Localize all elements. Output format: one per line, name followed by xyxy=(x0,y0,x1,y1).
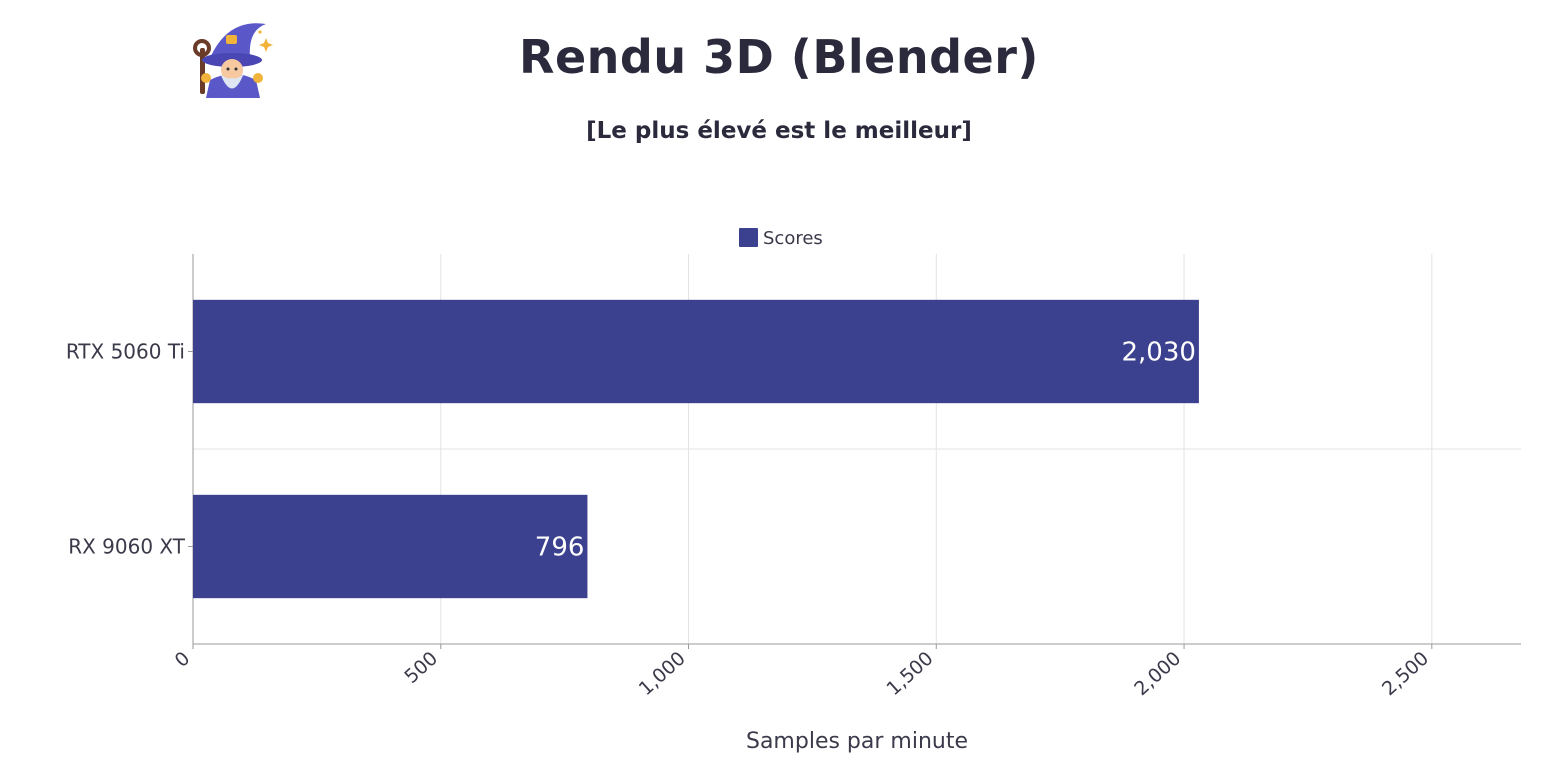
legend-label: Scores xyxy=(763,228,823,249)
value-label: 2,030 xyxy=(1121,338,1195,368)
x-tick-label: 2,500 xyxy=(1378,647,1433,700)
x-tick-label: 1,500 xyxy=(882,647,937,700)
x-tick-label: 2,000 xyxy=(1130,647,1185,700)
value-label: 796 xyxy=(535,533,585,563)
category-label: RTX 5060 Ti xyxy=(66,340,185,364)
legend-swatch xyxy=(739,228,758,247)
category-label: RX 9060 XT xyxy=(68,535,186,559)
x-tick-label: 0 xyxy=(171,647,195,671)
x-tick-label: 1,000 xyxy=(635,647,690,700)
x-axis-title: Samples par minute xyxy=(746,729,968,754)
chart-title: Rendu 3D (Blender) xyxy=(519,30,1039,84)
bar xyxy=(193,299,1199,404)
bar xyxy=(193,494,588,599)
wizard-icon xyxy=(193,23,273,98)
chart-subtitle: [Le plus élevé est le meilleur] xyxy=(586,118,972,144)
wizard-logo xyxy=(188,18,278,102)
x-tick-label: 500 xyxy=(400,647,442,688)
